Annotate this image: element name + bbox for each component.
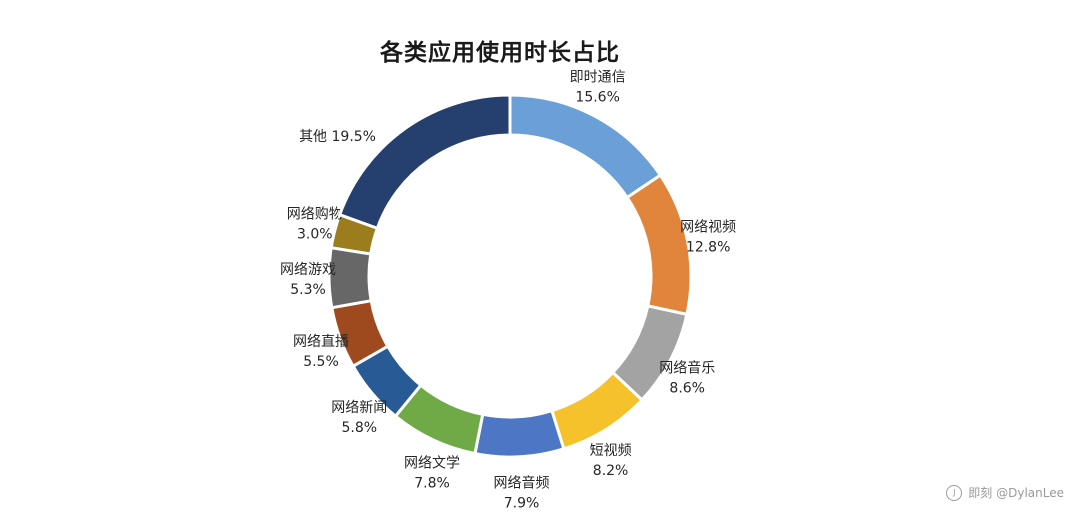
- slice-label-value-4: 8.2%: [593, 463, 629, 479]
- donut-slice-2: [625, 173, 693, 317]
- watermark-text: 即刻 @DylanLee: [968, 486, 1064, 500]
- donut-slice-11: [337, 93, 512, 231]
- watermark: J 即刻 @DylanLee: [946, 484, 1064, 501]
- slice-label-name-7: 网络新闻: [331, 400, 387, 416]
- jike-logo-icon: J: [946, 484, 963, 501]
- slice-label-value-3: 8.6%: [669, 380, 705, 396]
- slice-label-value-8: 5.5%: [303, 354, 339, 370]
- slice-label-name-6: 网络文学: [404, 455, 460, 471]
- slice-label-other: 其他 19.5%: [299, 129, 376, 145]
- slice-label-value-1: 15.6%: [575, 89, 619, 105]
- slice-label-value-10: 3.0%: [297, 226, 333, 242]
- slice-label-name-5: 网络音频: [494, 475, 550, 492]
- donut-slice-1: [508, 93, 663, 200]
- slice-label-value-9: 5.3%: [290, 282, 326, 298]
- slice-label-name-3: 网络音乐: [659, 359, 715, 376]
- slice-label-name-4: 短视频: [590, 443, 632, 459]
- slice-label-name-9: 网络游戏: [280, 262, 336, 278]
- donut-slice-5: [473, 408, 566, 459]
- slice-label-value-7: 5.8%: [342, 420, 378, 436]
- slice-label-name-2: 网络视频: [680, 220, 736, 236]
- slice-label-value-6: 7.8%: [414, 475, 450, 491]
- slice-label-value-5: 7.9%: [504, 496, 540, 512]
- slice-label-name-1: 即时通信: [570, 69, 626, 85]
- slice-label-name-8: 网络直播: [293, 333, 349, 350]
- slice-label-value-2: 12.8%: [686, 240, 730, 256]
- chart-title: 各类应用使用时长占比: [380, 40, 620, 66]
- slice-label-name-10: 网络购物: [287, 206, 343, 222]
